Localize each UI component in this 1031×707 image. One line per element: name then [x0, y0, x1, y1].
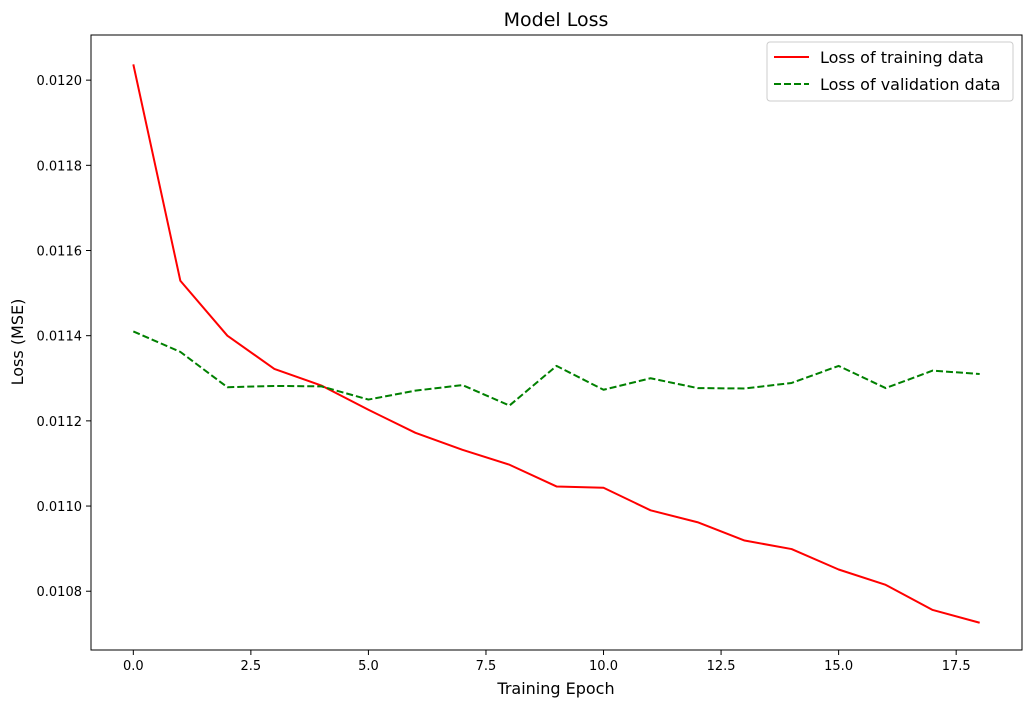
x-tick-label: 7.5	[476, 659, 497, 674]
x-tick-label: 17.5	[942, 659, 971, 674]
y-tick-label: 0.0112	[37, 415, 83, 430]
axes-frame	[90, 34, 1023, 651]
y-axis-ticks: 0.0108 0.0110 0.0112 0.0114 0.0116 0.0118 0.01…	[37, 74, 91, 600]
y-tick-label: 0.0118	[37, 159, 83, 174]
plot-area	[90, 34, 1023, 651]
legend-label-validation: Loss of validation data	[820, 75, 1001, 94]
y-tick-label: 0.0114	[37, 330, 83, 345]
chart-title: Model Loss	[504, 9, 609, 31]
x-tick-label: 10.0	[589, 659, 618, 674]
legend: Loss of training data Loss of validation…	[766, 41, 1014, 102]
y-tick-label: 0.0108	[37, 585, 83, 600]
y-tick-label: 0.0120	[37, 74, 83, 89]
x-tick-label: 12.5	[707, 659, 736, 674]
y-axis-label: Loss (MSE)	[8, 299, 27, 386]
training-loss-line	[132, 64, 980, 624]
legend-label-training: Loss of training data	[820, 48, 984, 67]
x-axis-label: Training Epoch	[496, 679, 614, 698]
x-tick-label: 2.5	[241, 659, 262, 674]
x-tick-label: 0.0	[123, 659, 144, 674]
validation-loss-line	[132, 330, 980, 407]
series-layer	[132, 64, 980, 624]
legend-box	[766, 41, 1014, 102]
x-axis-ticks: 0.0 2.5 5.0 7.5 10.0 12.5 15.0 17.5	[123, 650, 971, 674]
y-tick-label: 0.0110	[37, 500, 83, 515]
x-tick-label: 5.0	[358, 659, 379, 674]
x-tick-label: 15.0	[824, 659, 853, 674]
y-tick-label: 0.0116	[37, 245, 83, 260]
